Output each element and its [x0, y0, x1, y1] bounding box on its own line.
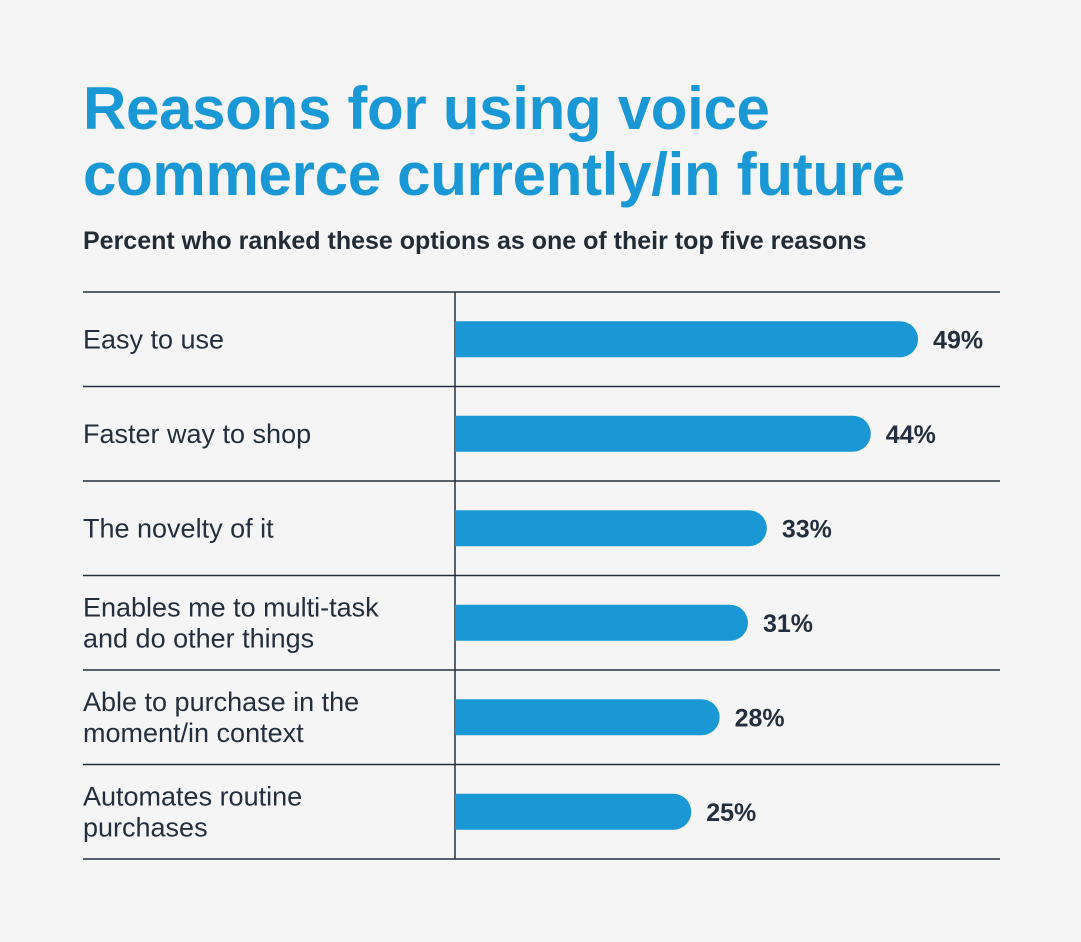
bar — [455, 699, 720, 736]
category-label: and do other things — [83, 623, 314, 653]
category-label: Enables me to multi-task — [83, 592, 379, 622]
category-label: Able to purchase in the — [83, 687, 359, 717]
category-label: Easy to use — [83, 324, 224, 354]
chart-title: Reasons for using voice commerce current… — [83, 75, 905, 208]
value-label: 33% — [782, 515, 832, 543]
value-label: 44% — [886, 421, 936, 449]
category-label: The novelty of it — [83, 513, 274, 543]
bar — [455, 604, 748, 641]
value-label: 31% — [763, 610, 813, 638]
category-label: Faster way to shop — [83, 419, 311, 449]
category-label: purchases — [83, 812, 208, 842]
value-label: 25% — [706, 799, 756, 827]
bar — [455, 321, 919, 358]
value-label: 28% — [735, 704, 785, 732]
bar — [455, 510, 767, 547]
chart-subtitle: Percent who ranked these options as one … — [83, 227, 867, 255]
value-label: 49% — [933, 326, 983, 354]
category-label: moment/in context — [83, 718, 304, 748]
bar — [455, 415, 871, 452]
bar — [455, 793, 692, 830]
category-label: Automates routine — [83, 781, 302, 811]
